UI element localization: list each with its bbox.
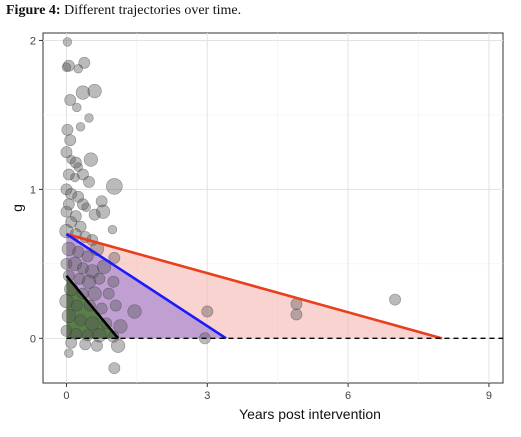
data-point bbox=[64, 134, 77, 147]
data-point bbox=[95, 204, 111, 219]
data-point bbox=[60, 324, 73, 337]
data-point bbox=[75, 85, 90, 100]
data-point bbox=[95, 195, 108, 208]
data-point bbox=[102, 287, 115, 300]
data-points bbox=[59, 37, 401, 375]
data-point bbox=[62, 198, 75, 211]
data-point bbox=[62, 168, 75, 181]
y-axis-title: g bbox=[9, 204, 25, 212]
data-point bbox=[84, 113, 94, 123]
data-point bbox=[61, 123, 74, 136]
data-point bbox=[92, 328, 107, 343]
data-point bbox=[60, 257, 73, 270]
data-point bbox=[76, 262, 89, 275]
data-point bbox=[389, 293, 401, 306]
trajectory-line-3 bbox=[65, 274, 120, 340]
y-tick-label: 1 bbox=[30, 184, 36, 196]
x-tick-label: 0 bbox=[63, 390, 69, 402]
y-tick-label: 2 bbox=[30, 35, 36, 47]
data-point bbox=[106, 178, 123, 195]
data-point bbox=[109, 299, 122, 312]
data-point bbox=[88, 208, 101, 221]
axes: 0 3 6 9 0 1 2 bbox=[30, 35, 492, 402]
data-point bbox=[60, 205, 73, 218]
data-point bbox=[61, 308, 76, 324]
data-point bbox=[75, 122, 86, 132]
data-point bbox=[107, 275, 120, 288]
data-point bbox=[87, 286, 102, 301]
data-point bbox=[69, 210, 82, 223]
data-point bbox=[70, 299, 83, 312]
data-point bbox=[76, 168, 89, 181]
data-point bbox=[65, 336, 78, 349]
trajectory-line-2 bbox=[65, 232, 227, 340]
data-point bbox=[69, 156, 82, 169]
figure-caption: Figure 4: Different trajectories over ti… bbox=[6, 3, 241, 19]
data-point bbox=[60, 146, 73, 159]
data-point bbox=[61, 241, 76, 257]
data-point bbox=[83, 176, 95, 188]
data-point bbox=[290, 308, 303, 321]
data-point bbox=[78, 56, 91, 69]
data-point bbox=[62, 59, 75, 72]
data-point bbox=[74, 220, 87, 233]
data-point bbox=[64, 348, 74, 358]
data-point bbox=[111, 338, 126, 353]
data-point bbox=[69, 327, 82, 340]
data-point bbox=[79, 338, 92, 351]
data-point bbox=[85, 316, 100, 331]
data-point bbox=[72, 246, 85, 258]
data-point bbox=[81, 274, 97, 289]
data-point bbox=[76, 198, 89, 211]
y-tick-label: 0 bbox=[30, 333, 36, 345]
data-point bbox=[127, 304, 142, 319]
data-point bbox=[60, 183, 73, 196]
data-point bbox=[73, 64, 83, 74]
data-point bbox=[65, 216, 78, 229]
data-point bbox=[72, 102, 82, 113]
x-tick-label: 3 bbox=[204, 390, 210, 402]
data-point bbox=[74, 314, 87, 327]
trajectory-line-1 bbox=[66, 232, 443, 340]
x-tick-label: 9 bbox=[486, 390, 492, 402]
data-point bbox=[59, 293, 74, 309]
data-point bbox=[61, 62, 72, 72]
data-point bbox=[91, 339, 103, 352]
data-point bbox=[85, 264, 100, 279]
data-point bbox=[70, 172, 80, 183]
data-point bbox=[108, 251, 121, 264]
data-point bbox=[66, 154, 76, 165]
x-axis-title: Years post intervention bbox=[239, 406, 381, 422]
data-point bbox=[72, 190, 85, 203]
data-point bbox=[93, 272, 106, 285]
data-point bbox=[95, 302, 108, 315]
data-point bbox=[81, 250, 94, 263]
data-point bbox=[73, 162, 83, 172]
figure-caption-text: Different trajectories over time. bbox=[64, 3, 242, 18]
data-point bbox=[65, 187, 78, 200]
data-point bbox=[62, 37, 73, 47]
x-tick-label: 6 bbox=[345, 390, 351, 402]
data-point bbox=[87, 83, 102, 99]
data-point bbox=[108, 362, 121, 375]
figure-label: Figure 4: bbox=[6, 3, 61, 18]
data-point bbox=[62, 269, 75, 282]
data-point bbox=[107, 224, 118, 235]
data-point bbox=[73, 272, 86, 285]
data-point bbox=[81, 202, 91, 212]
data-point bbox=[67, 256, 83, 271]
trajectory-lines bbox=[65, 232, 443, 340]
data-point bbox=[83, 152, 98, 167]
data-point bbox=[64, 94, 77, 106]
data-point bbox=[113, 319, 128, 334]
data-point bbox=[201, 305, 214, 318]
